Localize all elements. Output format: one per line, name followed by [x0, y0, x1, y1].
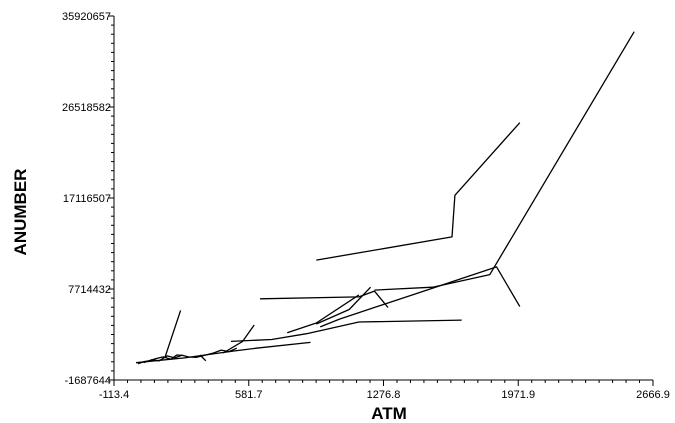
axes [108, 15, 654, 386]
y-tick-label: 35920657 [62, 11, 111, 23]
series-line-4 [260, 290, 389, 308]
series-line-8 [135, 341, 311, 364]
x-tick-label: 581.7 [235, 389, 263, 401]
series-line-2 [374, 31, 635, 291]
y-tick-label: 26518582 [62, 102, 111, 114]
x-tick-label: -113.4 [99, 389, 129, 401]
x-axis-title: ATM [371, 404, 407, 423]
y-tick-label: 17116507 [63, 193, 111, 205]
tick-labels: 35920657 26518582 17116507 7714432 -1687644 -… [62, 11, 670, 401]
y-tick-label: 7714432 [68, 284, 111, 296]
series-line-3 [319, 266, 521, 328]
series-line-10 [143, 354, 183, 364]
series-line-12 [222, 324, 255, 354]
y-axis-title: ANUMBER [11, 169, 30, 256]
series-line-7 [230, 319, 462, 343]
series-line-6 [286, 294, 360, 334]
series-line-1 [316, 122, 521, 261]
series-line-13 [199, 354, 207, 362]
x-tick-label: 2666.9 [636, 389, 670, 401]
y-tick-label: -1687644 [65, 375, 112, 387]
series-line-11 [164, 310, 182, 358]
x-tick-label: 1971.9 [501, 389, 535, 401]
plot-area [135, 31, 635, 365]
series-line-5 [316, 286, 372, 325]
x-tick-label: 1276.8 [367, 389, 401, 401]
